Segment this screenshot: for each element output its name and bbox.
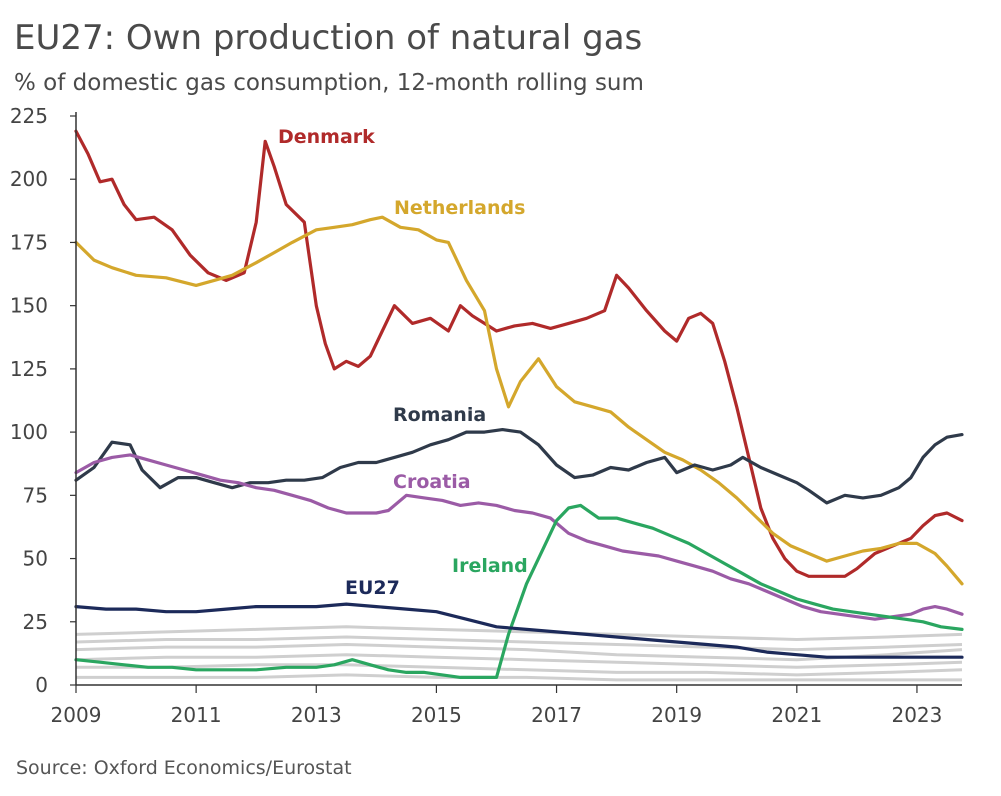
series-lines [74, 129, 964, 679]
y-tick-label: 100 [10, 420, 48, 444]
tick-labels: 0 25 50 75 100 125 150 175 200 225 2009 2011 2013 201… [10, 104, 943, 727]
series-line-ireland [74, 503, 964, 679]
x-tick-label: 2021 [771, 703, 822, 727]
y-tick-label: 25 [23, 610, 48, 634]
y-tick-label: 225 [10, 104, 48, 128]
label-netherlands: Netherlands [394, 197, 525, 219]
y-tick-label: 0 [35, 673, 48, 697]
label-croatia: Croatia [393, 471, 471, 493]
series-line-netherlands [74, 215, 964, 586]
y-tick-label: 175 [10, 230, 48, 254]
series-line-croatia [74, 453, 964, 621]
y-tick-label: 50 [23, 547, 48, 571]
series-line-denmark [74, 129, 964, 578]
background-line-2 [75, 635, 963, 652]
series-labels: Denmark Netherlands Romania Croatia Irel… [278, 126, 528, 599]
y-tick-label: 200 [10, 167, 48, 191]
background-country-lines [75, 625, 963, 682]
label-eu27: EU27 [345, 577, 400, 599]
label-ireland: Ireland [452, 555, 528, 577]
label-denmark: Denmark [278, 126, 375, 148]
x-tick-label: 2009 [51, 703, 102, 727]
label-romania: Romania [393, 404, 486, 426]
y-tick-label: 75 [23, 483, 48, 507]
axes [75, 112, 962, 686]
background-line-5 [76, 663, 963, 677]
x-tick-label: 2013 [291, 703, 342, 727]
x-tick-label: 2017 [531, 703, 582, 727]
background-line-1 [75, 625, 963, 642]
x-tick-label: 2019 [651, 703, 702, 727]
series-line-romania [74, 428, 964, 505]
x-tick-label: 2011 [171, 703, 222, 727]
x-tick-label: 2023 [891, 703, 942, 727]
background-line-6 [76, 673, 962, 682]
series-line-eu27 [74, 602, 964, 659]
source-note: Source: Oxford Economics/Eurostat [16, 757, 352, 779]
chart-subtitle: % of domestic gas consumption, 12-month … [14, 70, 644, 96]
chart-title: EU27: Own production of natural gas [14, 18, 643, 58]
x-tick-label: 2015 [411, 703, 462, 727]
background-line-4 [75, 653, 963, 669]
y-tick-label: 125 [10, 357, 48, 381]
y-tick-label: 150 [10, 294, 48, 318]
